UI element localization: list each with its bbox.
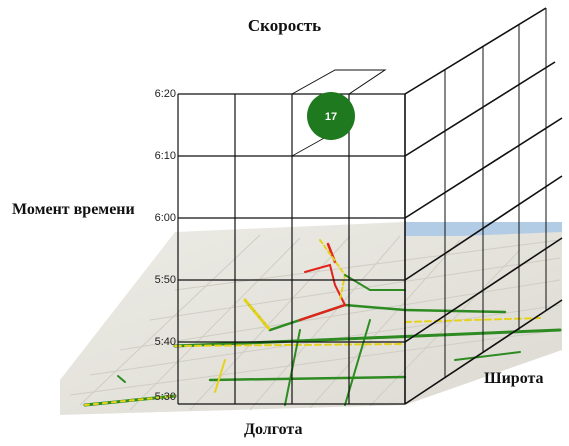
time-axis-label: Момент времени [12, 201, 135, 218]
road-segment [117, 375, 126, 383]
speed-marker-value: 17 [325, 111, 337, 123]
basemap [60, 222, 562, 415]
time-tick-label: 6:00 [154, 212, 176, 224]
road-segment [208, 375, 407, 382]
time-tick-label: 6:20 [154, 88, 176, 100]
road-segment [243, 298, 272, 332]
road-segment [84, 395, 176, 406]
time-tick-label: 5:30 [154, 391, 176, 403]
road-segment [298, 303, 347, 322]
road-segment [174, 343, 406, 347]
speed-marker: 17 [307, 92, 355, 140]
time-tick-label: 5:40 [154, 336, 176, 348]
speed-marker-circle [307, 92, 355, 140]
longitude-axis-label: Долгота [244, 421, 303, 438]
road-segment [214, 359, 226, 393]
road-segment [404, 317, 541, 323]
diagram-title: Скорость [247, 16, 322, 35]
map-plane [60, 222, 562, 415]
time-tick-label: 5:50 [154, 274, 176, 286]
road-segment [173, 328, 562, 348]
cube-grid [177, 7, 563, 405]
latitude-axis-label: Широта [484, 370, 544, 387]
time-tick-label: 6:10 [154, 150, 176, 162]
road-segment [454, 351, 521, 361]
